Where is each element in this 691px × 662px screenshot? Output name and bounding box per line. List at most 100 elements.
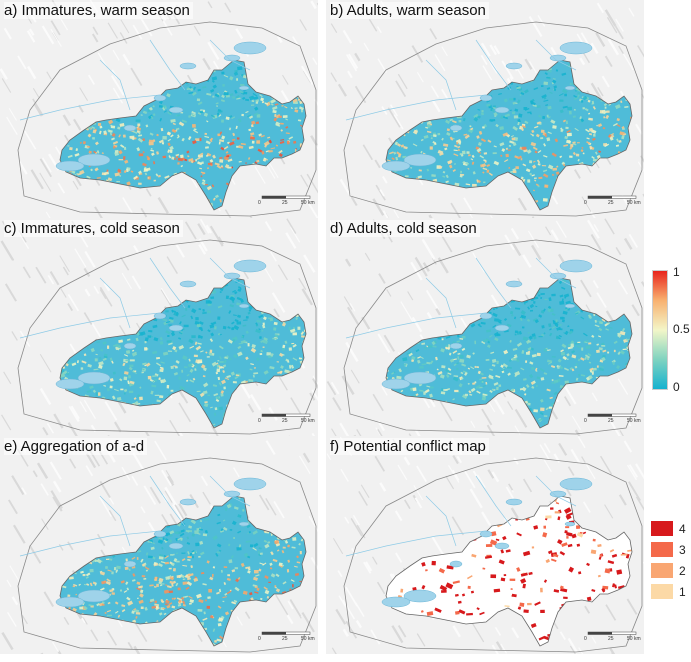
habitat-cell [481,340,486,345]
habitat-cell [115,343,121,349]
habitat-cell [182,355,188,361]
habitat-cell [553,85,558,89]
scalebar-label-50: 50 km [301,200,315,206]
habitat-cell [106,609,112,613]
habitat-cell [153,318,158,322]
habitat-cell [217,112,220,116]
habitat-cell [191,113,195,117]
habitat-cell [394,141,399,146]
habitat-cell [223,145,229,150]
habitat-cell [454,389,459,393]
habitat-cell [200,350,204,353]
habitat-cell [580,149,584,153]
habitat-cell [109,124,113,127]
habitat-cell [279,352,284,357]
habitat-cell [94,358,98,362]
habitat-cell [251,120,256,125]
habitat-cell [408,352,413,357]
habitat-cell [512,125,518,131]
habitat-cell [201,181,206,186]
habitat-cell [453,149,458,152]
habitat-cell [144,340,147,344]
habitat-cell [216,521,221,525]
habitat-cell [128,568,131,571]
habitat-cell [123,392,126,395]
habitat-cell [170,134,174,138]
terrain-shading [145,188,152,197]
habitat-cell [543,332,546,335]
terrain-shading [331,428,337,436]
habitat-cell [180,164,184,168]
habitat-cell [452,398,455,401]
habitat-cell [168,567,172,570]
habitat-cell [139,593,144,598]
habitat-cell [456,340,460,343]
habitat-cell [237,345,242,350]
habitat-cell [541,94,547,99]
habitat-cell [236,546,242,551]
habitat-cell [231,569,236,573]
habitat-cell [223,156,229,161]
habitat-cell [246,524,251,529]
habitat-cell [219,333,222,336]
habitat-cell [514,330,518,333]
habitat-cell [162,318,168,322]
habitat-cell [247,343,250,347]
habitat-cell [245,110,249,114]
habitat-cell [221,94,225,99]
habitat-cell [127,600,134,606]
habitat-cell [125,359,130,362]
habitat-cell [562,310,568,315]
habitat-cell [279,140,285,145]
habitat-cell [145,362,151,367]
habitat-cell [176,575,181,579]
habitat-cell [68,362,73,365]
habitat-cell [580,100,584,103]
terrain-shading [1,631,14,651]
habitat-cell [175,552,179,555]
terrain-shading [133,645,141,654]
habitat-cell [480,372,484,376]
habitat-cell [126,338,131,341]
habitat-cell [189,368,194,373]
habitat-cell [173,365,177,367]
habitat-cell [182,578,186,580]
habitat-cell [202,390,208,395]
habitat-cell [236,78,239,81]
habitat-cell [512,357,517,361]
terrain-shading [197,223,206,236]
terrain-shading [119,32,128,44]
habitat-cell [481,109,484,113]
habitat-cell [195,317,199,321]
habitat-cell [250,597,254,601]
terrain-shading [426,312,433,321]
habitat-cell [76,360,80,364]
terrain-shading [279,156,286,165]
habitat-cell [292,357,298,361]
habitat-cell [194,576,198,579]
habitat-cell [452,376,459,382]
terrain-shading [528,230,539,249]
lake [403,153,437,167]
habitat-cell [482,126,485,129]
habitat-cell [123,590,128,593]
habitat-cell [540,377,545,381]
habitat-cell [509,339,512,343]
habitat-cell [232,381,237,384]
habitat-cell [260,134,265,138]
habitat-cell [533,409,538,413]
habitat-cell [467,367,471,370]
habitat-cell [219,198,222,203]
terrain-shading [97,533,106,547]
terrain-shading [310,0,317,10]
habitat-cell [388,151,394,155]
habitat-cell [297,119,302,122]
habitat-cell [142,362,147,366]
terrain-shading [82,617,88,625]
habitat-cell [196,324,201,327]
habitat-cell [236,296,242,301]
habitat-cell [217,110,223,113]
habitat-cell [119,378,123,382]
habitat-cell [597,123,603,128]
habitat-cell [159,336,163,341]
